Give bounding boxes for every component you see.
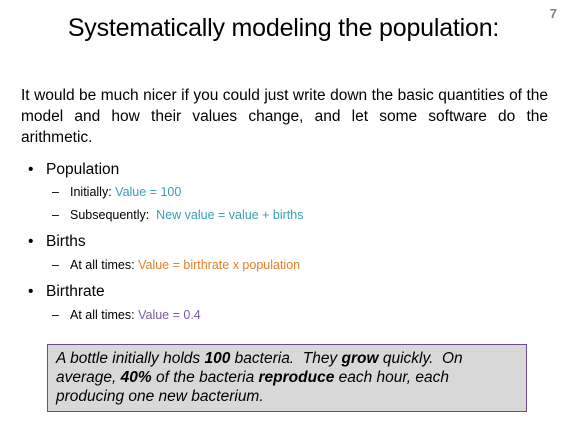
bullet-population: • Population xyxy=(28,160,548,180)
problem-statement-box: A bottle initially holds 100 bacteria. T… xyxy=(47,344,527,412)
bullet-label: Population xyxy=(46,161,120,178)
dash-icon: – xyxy=(52,185,59,199)
bullet-dot-icon: • xyxy=(28,161,34,178)
sub-item-births-all-times: – At all times: Value = birthrate x popu… xyxy=(52,257,548,273)
sub-prefix: At all times: xyxy=(70,308,139,322)
bullet-label: Birthrate xyxy=(46,283,105,300)
note-text: each hour, each producing one new bacter… xyxy=(56,369,449,405)
sub-item-subsequently: – Subsequently: New value = value + birt… xyxy=(52,207,548,223)
sub-item-initially: – Initially: Value = 100 xyxy=(52,184,548,200)
bullet-label: Births xyxy=(46,233,86,250)
note-text: bacteria. They xyxy=(230,350,342,367)
note-bold: grow xyxy=(341,350,379,367)
sub-value: Value = birthrate x population xyxy=(138,258,301,272)
bullet-births: • Births xyxy=(28,232,548,252)
note-bold: reproduce xyxy=(258,369,335,386)
note-bold: 40% xyxy=(120,369,152,386)
slide-title: Systematically modeling the population: xyxy=(67,14,500,42)
sub-prefix: Initially: xyxy=(70,185,116,199)
sub-prefix: Subsequently: xyxy=(70,208,157,222)
intro-paragraph: It would be much nicer if you could just… xyxy=(21,87,548,146)
dash-icon: – xyxy=(52,308,59,322)
note-text: quickly. On average, xyxy=(56,350,467,386)
bullet-dot-icon: • xyxy=(28,283,34,300)
sub-prefix: At all times: xyxy=(70,258,139,272)
sub-value: Value = 0.4 xyxy=(138,308,201,322)
slide-number: 7 xyxy=(549,6,557,21)
note-bold: 100 xyxy=(204,350,231,367)
bullet-birthrate: • Birthrate xyxy=(28,282,548,302)
note-text: of the bacteria xyxy=(151,369,259,386)
note-text: A bottle initially holds xyxy=(56,350,205,367)
bullet-list: • Population – Initially: Value = 100 – … xyxy=(28,160,548,323)
bullet-dot-icon: • xyxy=(28,233,34,250)
sub-value: New value = value + births xyxy=(156,208,304,222)
dash-icon: – xyxy=(52,208,59,222)
sub-value: Value = 100 xyxy=(115,185,182,199)
dash-icon: – xyxy=(52,258,59,272)
sub-item-birthrate-all-times: – At all times: Value = 0.4 xyxy=(52,307,548,323)
